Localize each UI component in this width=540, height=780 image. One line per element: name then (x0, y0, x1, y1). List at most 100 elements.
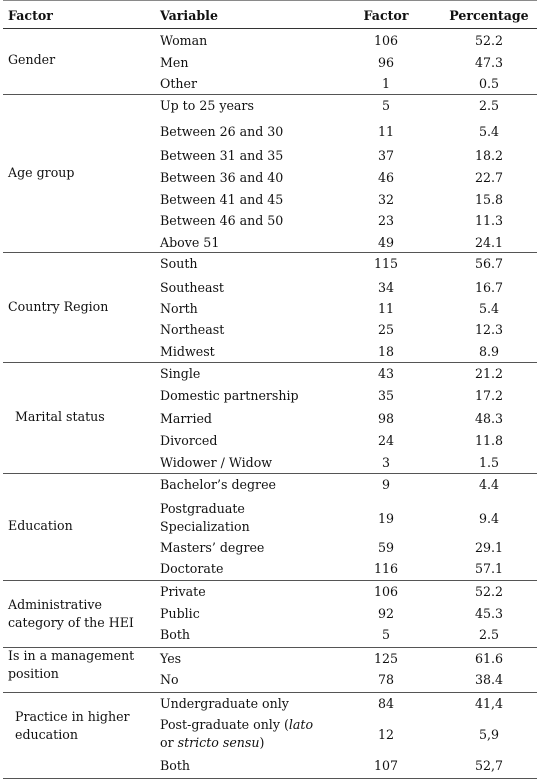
header-percentage: Percentage (449, 8, 529, 23)
percentage-cell: 24.1 (474, 235, 504, 250)
count-cell: 5 (381, 98, 390, 113)
count-cell: 92 (377, 606, 395, 621)
group-label-line: Practice in higher (15, 709, 130, 724)
variable-cell: Single (160, 366, 201, 381)
variable-cell: Married (160, 411, 212, 426)
table-row: Woman 106 52.2 (3, 32, 537, 50)
percentage-cell: 22.7 (474, 170, 504, 185)
header-factor: Factor (8, 8, 53, 23)
table-row: South 115 56.7 (3, 255, 537, 273)
variable-cell: South (160, 256, 198, 271)
count-cell: 106 (373, 33, 399, 48)
percentage-cell: 16.7 (474, 280, 504, 295)
count-cell: 1 (381, 76, 390, 91)
group-label: Gender (8, 52, 56, 67)
table-row: Public 92 45.3 (3, 605, 537, 623)
table-row: Between 31 and 35 37 18.2 (3, 147, 537, 165)
group-label-line: position (8, 666, 59, 681)
table-row: Bachelor’s degree 9 4.4 (3, 476, 537, 494)
variable-cell: Private (160, 584, 206, 599)
variable-cell: Public (160, 606, 200, 621)
table-row: Private 106 52.2 (3, 583, 537, 601)
caption-cut-line (3, 0, 537, 1)
variable-cell: Between 46 and 50 (160, 213, 284, 228)
count-cell: 5 (381, 627, 390, 642)
group-label-line: category of the HEI (8, 615, 134, 630)
count-cell: 49 (377, 235, 395, 250)
group-label: Is in a management position (8, 647, 134, 683)
table-row: Between 36 and 40 46 22.7 (3, 169, 537, 187)
variable-line: or stricto sensu) (160, 735, 265, 750)
table-row: Between 46 and 50 23 11.3 (3, 212, 537, 230)
percentage-cell: 2.5 (478, 98, 500, 113)
count-cell: 32 (377, 192, 395, 207)
table-row: Up to 25 years 5 2.5 (3, 97, 537, 115)
percentage-cell: 61.6 (474, 651, 504, 666)
percentage-cell: 45.3 (474, 606, 504, 621)
table-row: Above 51 49 24.1 (3, 234, 537, 252)
table-row: Both 5 2.5 (3, 626, 537, 644)
table-row: Undergraduate only 84 41,4 (3, 695, 537, 713)
percentage-cell: 18.2 (474, 148, 504, 163)
percentage-cell: 1.5 (478, 455, 500, 470)
percentage-cell: 2.5 (478, 627, 500, 642)
count-cell: 11 (377, 124, 395, 139)
count-cell: 23 (377, 213, 395, 228)
table-row: Between 41 and 45 32 15.8 (3, 191, 537, 209)
table-row: Yes 125 61.6 (3, 650, 537, 668)
percentage-cell: 41,4 (474, 696, 504, 711)
count-cell: 35 (377, 388, 395, 403)
table-row: Divorced 24 11.8 (3, 432, 537, 450)
count-cell: 107 (373, 758, 399, 773)
count-cell: 3 (381, 455, 390, 470)
table-row: Between 26 and 30 11 5.4 (3, 123, 537, 141)
variable-cell: Between 41 and 45 (160, 192, 284, 207)
count-cell: 34 (377, 280, 395, 295)
table-group: Age group Up to 25 years 5 2.5 Between 26 an… (3, 94, 537, 253)
percentage-cell: 52,7 (474, 758, 504, 773)
count-cell: 106 (373, 584, 399, 599)
count-cell: 24 (377, 433, 395, 448)
count-cell: 116 (373, 561, 399, 576)
percentage-cell: 5,9 (478, 727, 500, 742)
count-cell: 9 (381, 477, 390, 492)
percentage-cell: 56.7 (474, 256, 504, 271)
italic-term: stricto sensu (177, 735, 260, 750)
percentage-cell: 11.8 (474, 433, 504, 448)
variable-line: Postgraduate (160, 501, 245, 516)
variable-cell: Northeast (160, 322, 225, 337)
table-group: Administrative category of the HEI Private… (3, 580, 537, 648)
variable-cell: Widower / Widow (160, 455, 273, 470)
variable-cell: Southeast (160, 280, 224, 295)
table-group: Education Bachelor’s degree 9 4.4 Postgradua… (3, 473, 537, 581)
table-row: Single 43 21.2 (3, 365, 537, 383)
table-row: Widower / Widow 3 1.5 (3, 454, 537, 472)
table-group: Practice in higher education Undergraduate… (3, 692, 537, 779)
group-label: Marital status (15, 409, 105, 424)
table-group: Country Region South 115 56.7 Southeast 34 16.… (3, 252, 537, 363)
variable-cell: Both (160, 627, 191, 642)
table-row: Domestic partnership 35 17.2 (3, 387, 537, 405)
percentage-cell: 48.3 (474, 411, 504, 426)
table-row: Southeast 34 16.7 (3, 279, 537, 297)
percentage-cell: 5.4 (478, 124, 500, 139)
group-label-line: education (15, 727, 78, 742)
header-count: Factor (363, 8, 409, 23)
percentage-cell: 29.1 (474, 540, 504, 555)
count-cell: 43 (377, 366, 395, 381)
count-cell: 78 (377, 672, 395, 687)
count-cell: 59 (377, 540, 395, 555)
variable-cell: Above 51 (160, 235, 220, 250)
variable-line: Specialization (160, 519, 250, 534)
percentage-cell: 52.2 (474, 33, 504, 48)
table-group: Is in a management position Yes 125 61.6 No 78… (3, 647, 537, 693)
table-row: Post-graduate only (lato or stricto sensu… (3, 716, 537, 754)
variable-cell: Both (160, 758, 191, 773)
group-label-line: Is in a management (8, 648, 135, 663)
variable-cell: Other (160, 76, 197, 91)
table-row: Midwest 18 8.9 (3, 343, 537, 361)
percentage-cell: 9.4 (478, 511, 500, 526)
table-group: Gender Woman 106 52.2 Men 96 47.3 Other 1 0.5 (3, 29, 537, 95)
percentage-cell: 5.4 (478, 301, 500, 316)
